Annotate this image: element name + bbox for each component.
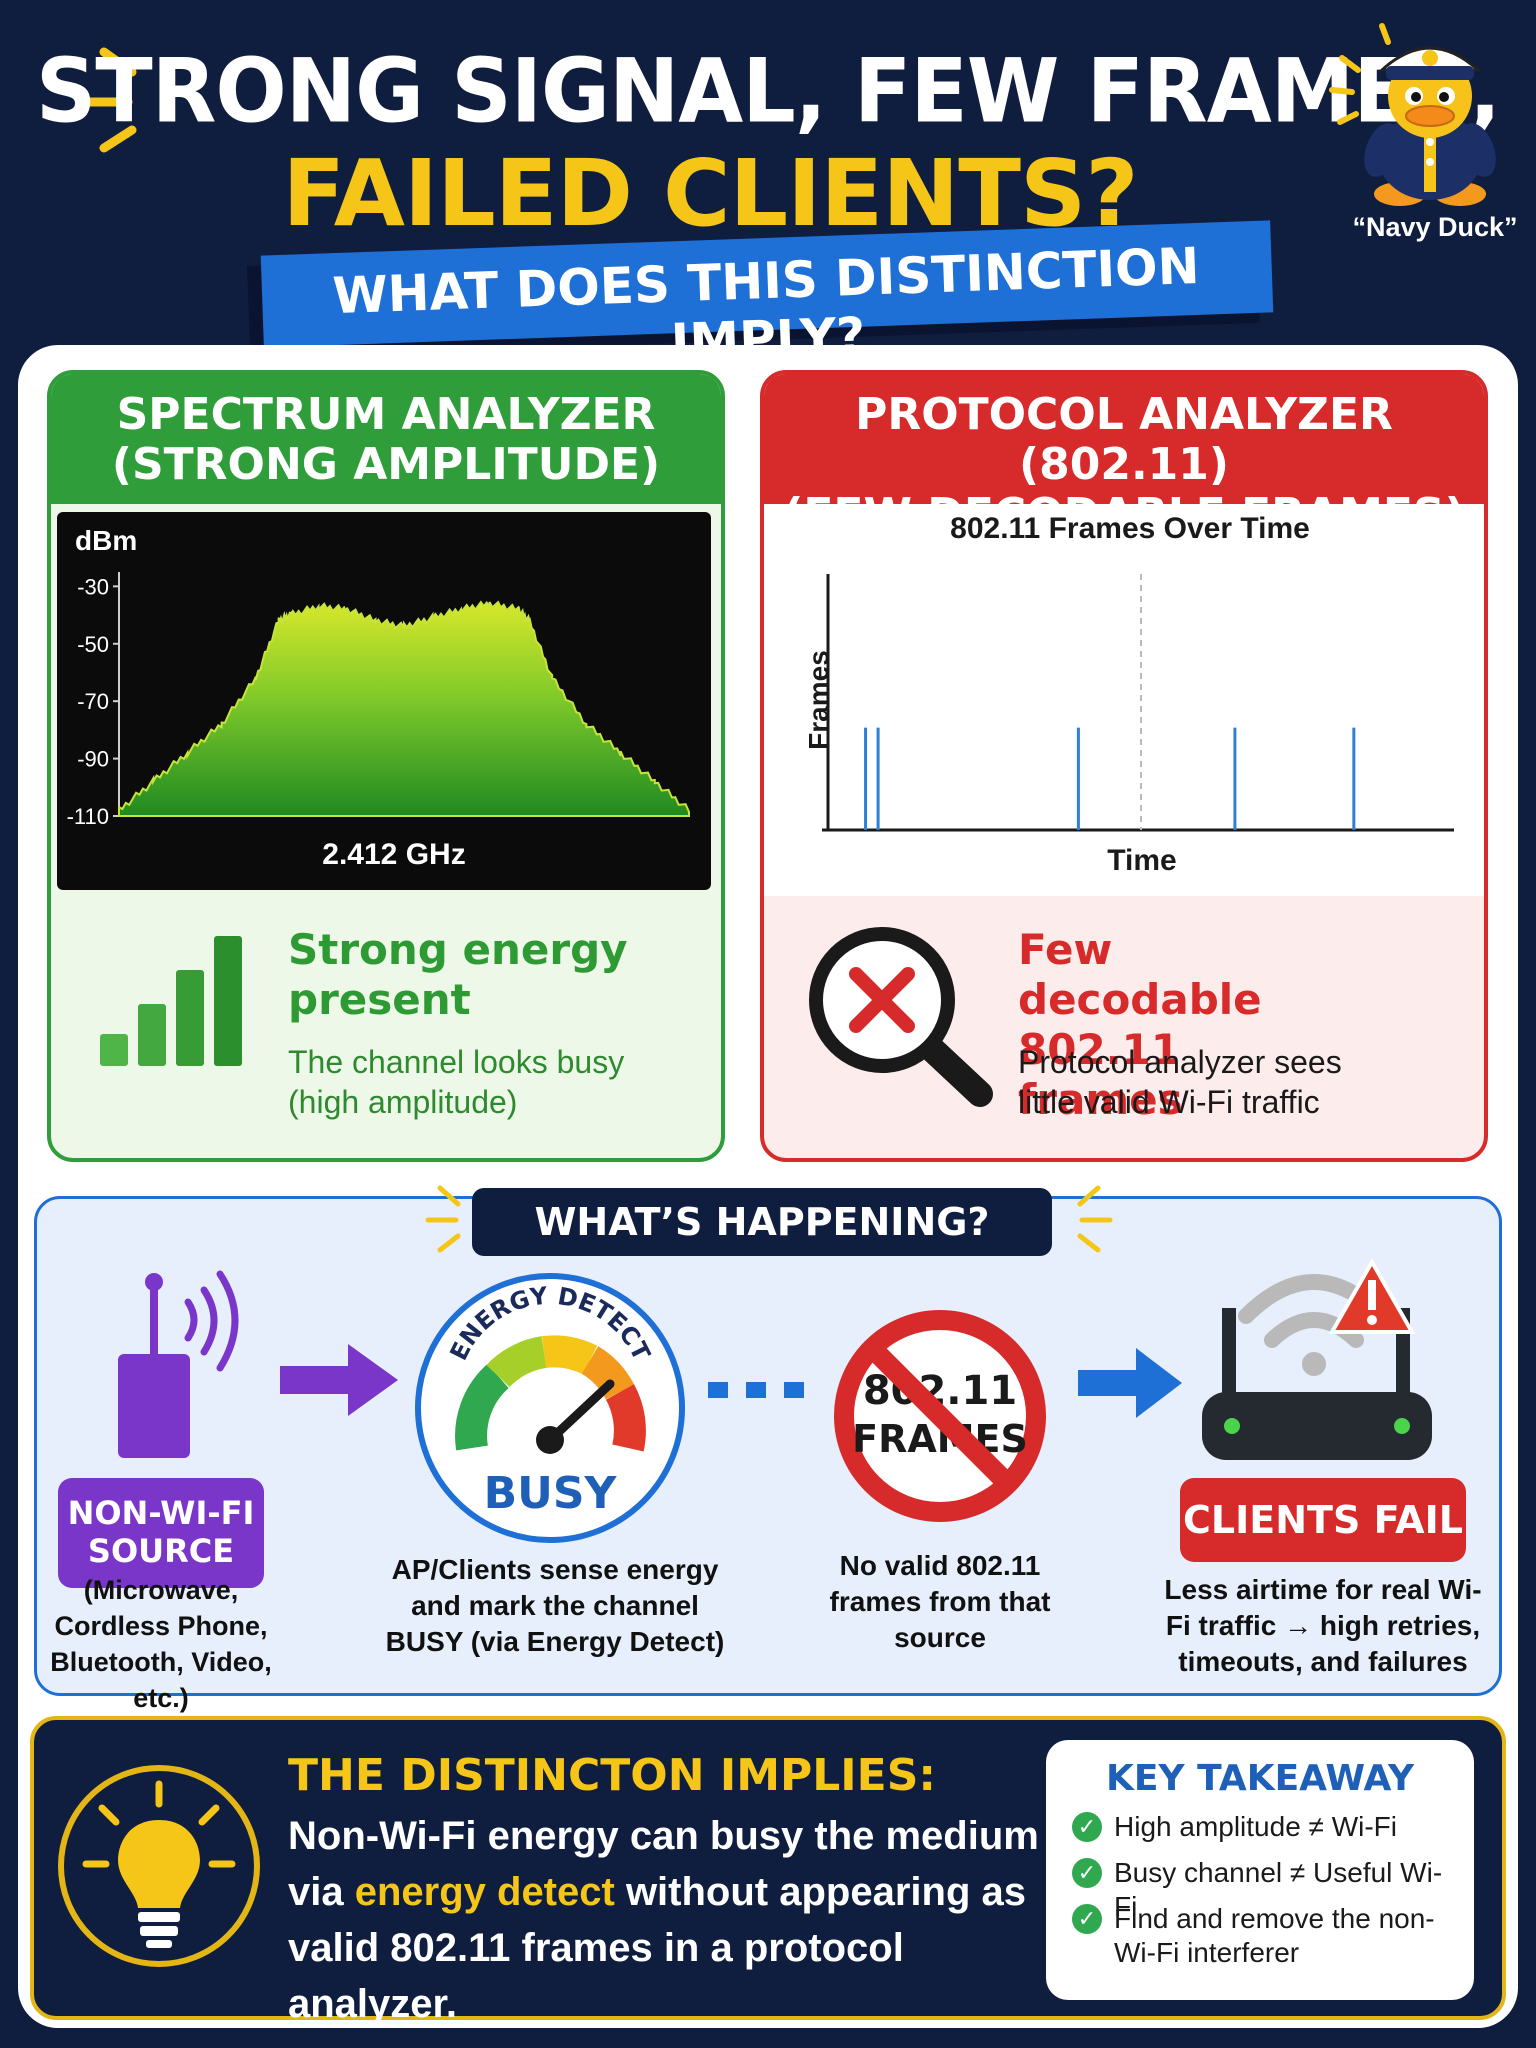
- energy-detect-caption: AP/Clients sense energy and mark the cha…: [385, 1554, 725, 1657]
- whats-happening-title: WHAT’S HAPPENING?: [472, 1188, 1052, 1256]
- gauge-busy-text: BUSY: [484, 1468, 618, 1519]
- lightbulb-icon: [58, 1765, 260, 1967]
- implication-highlight: energy detect: [354, 1870, 615, 1914]
- implication-body-pre: Non-Wi-Fi energy can busy the medium via: [288, 1814, 1039, 1914]
- check-icon: ✓: [1072, 1904, 1102, 1934]
- signal-strength-icon: [100, 936, 242, 1066]
- check-icon: ✓: [1072, 1858, 1102, 1888]
- spectrum-panel-title-1: SPECTRUM ANALYZER: [116, 389, 656, 440]
- spectrum-y-tick-label: -50: [77, 632, 109, 657]
- spectrum-y-tick-label: -30: [77, 574, 109, 599]
- spectrum-y-axis-label: dBm: [75, 525, 137, 556]
- implication-body: Non-Wi-Fi energy can busy the medium via…: [288, 1808, 1048, 2032]
- spectrum-chart: dBm -30 -50 -70 -90 -110 2.412 GHz: [67, 525, 690, 871]
- takeaway-item: ✓ Busy channel ≠ Useful Wi-Fi: [1072, 1856, 1462, 1924]
- dotted-connector: [708, 1382, 804, 1398]
- takeaway-item-text: Busy channel ≠ Useful Wi-Fi: [1114, 1857, 1443, 1922]
- protocol-headline: Few decodable 802.11 frames: [1018, 925, 1262, 1124]
- protocol-panel-title-1: PROTOCOL ANALYZER (802.11): [855, 389, 1393, 490]
- router-warning-icon: [1202, 1257, 1432, 1460]
- magnifier-x-icon: [809, 927, 993, 1107]
- spectrum-trace-area: [118, 600, 690, 817]
- spectrum-x-axis-label: 2.412 GHz: [322, 838, 465, 871]
- happening-sparks-left: [425, 1185, 461, 1253]
- purple-arrow-icon: [280, 1344, 398, 1416]
- energy-detect-gauge-icon: ENERGY DETECT BUSY: [415, 1273, 685, 1543]
- spectrum-y-tick-label: -90: [77, 747, 109, 772]
- takeaway-item: ✓ Find and remove the non-Wi-Fi interfer…: [1072, 1902, 1442, 1970]
- frames-chart-title: 802.11 Frames Over Time: [950, 512, 1310, 545]
- protocol-body: Protocol analyzer sees little valid Wi-F…: [1018, 1044, 1342, 1120]
- takeaway-item-text: Find and remove the non-Wi-Fi interferer: [1114, 1903, 1435, 1968]
- happening-sparks-right: [1077, 1185, 1113, 1253]
- implication-title: THE DISTINCTON IMPLIES:: [288, 1750, 937, 1801]
- protocol-panel-header: PROTOCOL ANALYZER (802.11) (FEW DECODABL…: [764, 374, 1484, 540]
- navy-duck-mascot-icon: [1329, 23, 1496, 206]
- non-wifi-source-caption: (Microwave, Cordless Phone, Bluetooth, V…: [50, 1575, 272, 1713]
- takeaway-item-text: High amplitude ≠ Wi-Fi: [1114, 1811, 1397, 1842]
- non-wifi-device-icon: [118, 1270, 239, 1458]
- spectrum-chart-box: dBm -30 -50 -70 -90 -110 2.412 GHz: [57, 512, 711, 890]
- key-takeaway-box: [1046, 1740, 1474, 2000]
- mascot-caption: “Navy Duck”: [1352, 212, 1518, 242]
- frames-chart: 802.11 Frames Over Time Frames Time: [803, 512, 1454, 877]
- no-frames-sign-icon: 802.11 FRAMES: [834, 1310, 1046, 1522]
- check-icon: ✓: [1072, 1812, 1102, 1842]
- spectrum-body: The channel looks busy (high amplitude): [288, 1044, 625, 1120]
- spectrum-panel-header: SPECTRUM ANALYZER (STRONG AMPLITUDE): [51, 374, 721, 504]
- implication-body-post: without appearing as valid 802.11 frames…: [288, 1870, 1026, 2026]
- takeaway-item: ✓ High amplitude ≠ Wi-Fi: [1072, 1810, 1462, 1844]
- spectrum-y-tick-label: -70: [77, 689, 109, 714]
- title-line-1: STRONG SIGNAL, FEW FRAMES,: [35, 39, 1501, 143]
- spectrum-headline: Strong energy present: [288, 925, 628, 1024]
- clients-fail-caption: Less airtime for real Wi-Fi traffic → hi…: [1164, 1574, 1482, 1677]
- frames-x-axis-label: Time: [1107, 844, 1176, 877]
- spectrum-y-tick-label: -110: [67, 804, 109, 829]
- spectrum-panel-title-2: (STRONG AMPLITUDE): [111, 439, 661, 490]
- no-frames-caption: No valid 802.11 frames from that source: [829, 1550, 1051, 1653]
- key-takeaway-title: KEY TAKEAWAY: [1105, 1758, 1415, 1799]
- non-wifi-source-badge: NON-WI-FI SOURCE: [58, 1478, 264, 1588]
- header-sparks: [81, 47, 137, 153]
- clients-fail-badge: CLIENTS FAIL: [1180, 1478, 1466, 1562]
- blue-arrow-icon: [1078, 1348, 1182, 1418]
